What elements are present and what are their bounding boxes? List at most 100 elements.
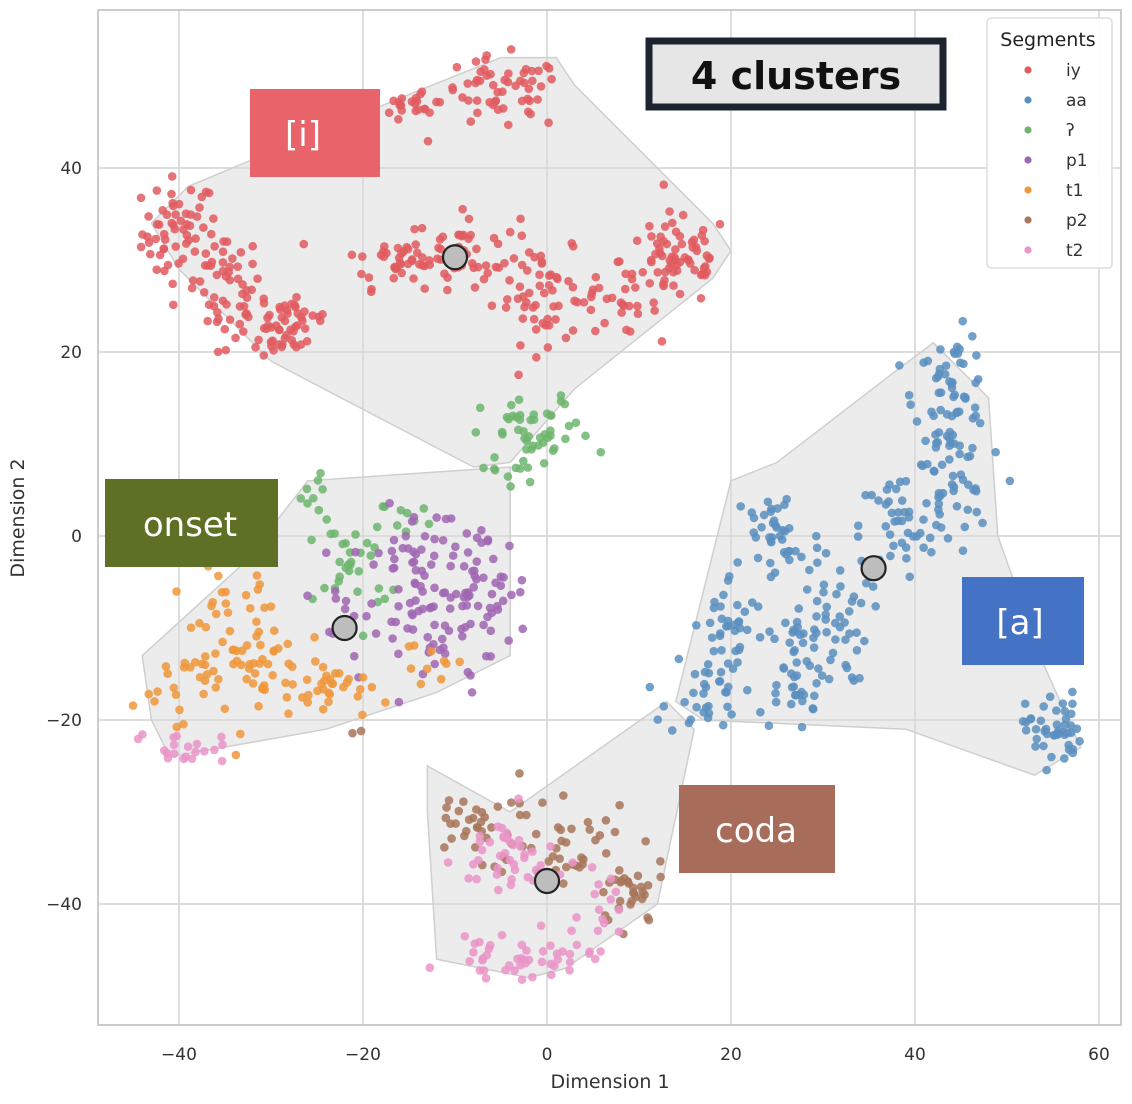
data-point	[477, 538, 486, 548]
data-point	[505, 276, 514, 285]
data-point	[717, 645, 726, 655]
annotation-onset-box	[105, 479, 278, 567]
data-point	[544, 281, 554, 290]
data-point	[222, 300, 231, 309]
data-point	[528, 76, 537, 86]
data-point	[606, 895, 616, 904]
data-point	[1039, 702, 1048, 711]
data-point	[445, 604, 455, 613]
data-point	[645, 221, 654, 231]
data-point	[534, 66, 543, 76]
data-point	[232, 646, 241, 656]
data-point	[565, 966, 574, 975]
data-point	[168, 198, 177, 208]
data-point	[929, 466, 939, 476]
data-point	[764, 721, 774, 731]
legend-marker	[1024, 96, 1032, 104]
data-point	[441, 659, 451, 669]
data-point	[452, 62, 462, 72]
data-point	[463, 79, 473, 88]
title-box-frame	[645, 37, 947, 111]
data-point	[667, 259, 676, 269]
data-point	[591, 835, 600, 845]
data-point	[797, 552, 806, 562]
data-point	[288, 680, 297, 689]
data-point	[231, 333, 240, 343]
data-point	[699, 689, 708, 698]
data-point	[672, 266, 682, 276]
data-point	[347, 250, 357, 260]
data-point	[927, 407, 936, 417]
data-point	[720, 687, 730, 697]
centroid-marker	[860, 555, 887, 582]
data-point	[356, 726, 366, 736]
data-point	[211, 609, 221, 619]
data-point	[476, 67, 485, 77]
data-point	[1053, 729, 1062, 739]
data-point	[743, 685, 752, 695]
data-point	[472, 805, 481, 814]
data-point	[241, 590, 251, 600]
data-point	[188, 276, 198, 285]
data-point	[152, 265, 162, 274]
series-p1	[303, 498, 528, 707]
data-point	[903, 528, 913, 538]
data-point	[852, 646, 862, 655]
data-point	[812, 612, 821, 621]
data-point	[515, 587, 525, 597]
data-point	[267, 323, 276, 332]
data-point	[274, 325, 284, 334]
data-point	[208, 597, 217, 607]
data-point	[470, 939, 480, 948]
data-point	[411, 566, 421, 575]
data-point	[572, 913, 581, 922]
data-point	[469, 582, 478, 592]
data-point	[543, 343, 553, 352]
data-point	[725, 571, 734, 581]
data-point	[493, 802, 503, 811]
data-point	[775, 531, 785, 541]
data-point	[248, 241, 258, 251]
data-point	[509, 254, 519, 263]
x-tick-label: 20	[720, 1045, 742, 1065]
data-point	[832, 589, 841, 599]
data-point	[841, 635, 850, 645]
data-point	[1042, 765, 1051, 775]
data-point	[537, 957, 547, 967]
data-point	[369, 560, 378, 569]
data-point	[685, 259, 695, 268]
data-point	[912, 532, 922, 541]
data-point	[606, 874, 616, 884]
data-point	[782, 494, 791, 504]
data-point	[494, 885, 503, 895]
data-point	[649, 298, 658, 307]
data-point	[277, 313, 287, 322]
data-point	[689, 235, 699, 245]
data-point	[174, 199, 184, 209]
data-point	[861, 490, 870, 500]
data-point	[454, 230, 463, 240]
data-point	[629, 889, 639, 898]
data-point	[459, 797, 468, 807]
data-point	[253, 274, 262, 284]
data-point	[472, 75, 482, 85]
data-point	[1060, 720, 1069, 730]
data-point	[656, 872, 665, 882]
data-point	[960, 522, 970, 532]
data-point	[403, 244, 413, 254]
data-point	[779, 663, 788, 672]
data-point	[900, 507, 909, 517]
data-point	[492, 601, 502, 611]
data-point	[238, 280, 247, 289]
data-point	[314, 505, 324, 515]
data-point	[516, 341, 525, 350]
data-point	[499, 573, 508, 582]
data-point	[358, 631, 368, 641]
data-point	[922, 498, 931, 508]
data-point	[520, 302, 529, 312]
data-point	[395, 258, 405, 268]
data-point	[651, 249, 660, 259]
data-point	[171, 242, 181, 251]
data-point	[855, 673, 864, 683]
cluster-centroids	[331, 244, 887, 895]
